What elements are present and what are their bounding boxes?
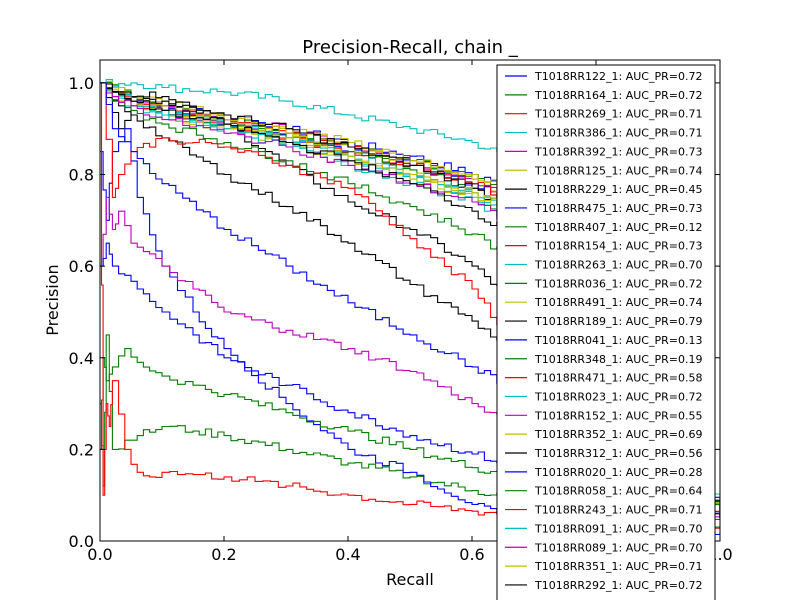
legend-entry: T1018RR243_1: AUC_PR=0.71 [534,504,702,517]
legend-entry: T1018RR229_1: AUC_PR=0.45 [534,183,702,196]
y-tick-label: 0.0 [69,532,94,551]
legend-entry: T1018RR348_1: AUC_PR=0.19 [534,353,702,366]
chart-title: Precision-Recall, chain _ [302,37,518,58]
legend-entry: T1018RR491_1: AUC_PR=0.74 [534,296,702,309]
legend-entry: T1018RR263_1: AUC_PR=0.70 [534,259,702,272]
legend-entry: T1018RR473_1: AUC_PR=0.40 [534,598,702,600]
x-tick-label: 0.0 [87,545,112,564]
x-tick-label: 0.6 [459,545,484,564]
legend-entry: T1018RR164_1: AUC_PR=0.72 [534,89,702,102]
legend-entry: T1018RR269_1: AUC_PR=0.71 [534,108,702,121]
legend: T1018RR122_1: AUC_PR=0.72 T1018RR164_1: A… [496,64,716,600]
legend-entry: T1018RR392_1: AUC_PR=0.73 [534,145,702,158]
legend-box [496,64,716,600]
legend-entry: T1018RR041_1: AUC_PR=0.13 [534,334,702,347]
y-tick-label: 0.4 [69,349,94,368]
x-tick-label: 0.4 [335,545,360,564]
y-tick-label: 1.0 [69,74,94,93]
legend-entry: T1018RR122_1: AUC_PR=0.72 [534,70,702,83]
legend-entry: T1018RR312_1: AUC_PR=0.56 [534,447,702,460]
plot-frame [99,59,721,542]
x-tick-label: 0.2 [211,545,236,564]
legend-entry: T1018RR475_1: AUC_PR=0.73 [534,202,702,215]
legend-entry: T1018RR125_1: AUC_PR=0.74 [534,164,702,177]
legend-entry: T1018RR020_1: AUC_PR=0.28 [534,466,702,479]
legend-entry: T1018RR036_1: AUC_PR=0.72 [534,277,702,290]
legend-entry: T1018RR407_1: AUC_PR=0.12 [534,221,702,234]
legend-entry: T1018RR154_1: AUC_PR=0.73 [534,240,702,253]
legend-entry: T1018RR292_1: AUC_PR=0.72 [534,579,702,592]
legend-entry: T1018RR386_1: AUC_PR=0.71 [534,127,702,140]
y-axis-label: Precision [43,264,62,335]
legend-entry: T1018RR351_1: AUC_PR=0.71 [534,560,702,573]
legend-entry: T1018RR471_1: AUC_PR=0.58 [534,372,702,385]
legend-entry: T1018RR352_1: AUC_PR=0.69 [534,428,702,441]
legend-entry: T1018RR189_1: AUC_PR=0.79 [534,315,702,328]
y-tick-label: 0.8 [69,166,94,185]
y-tick-label: 0.6 [69,257,94,276]
y-tick-label: 0.2 [69,440,94,459]
legend-entry: T1018RR089_1: AUC_PR=0.70 [534,541,702,554]
legend-entry: T1018RR152_1: AUC_PR=0.55 [534,409,702,422]
x-axis-label: Recall [386,570,434,589]
legend-entry: T1018RR091_1: AUC_PR=0.70 [534,522,702,535]
legend-entry: T1018RR058_1: AUC_PR=0.64 [534,485,702,498]
legend-entry: T1018RR023_1: AUC_PR=0.72 [534,390,702,403]
